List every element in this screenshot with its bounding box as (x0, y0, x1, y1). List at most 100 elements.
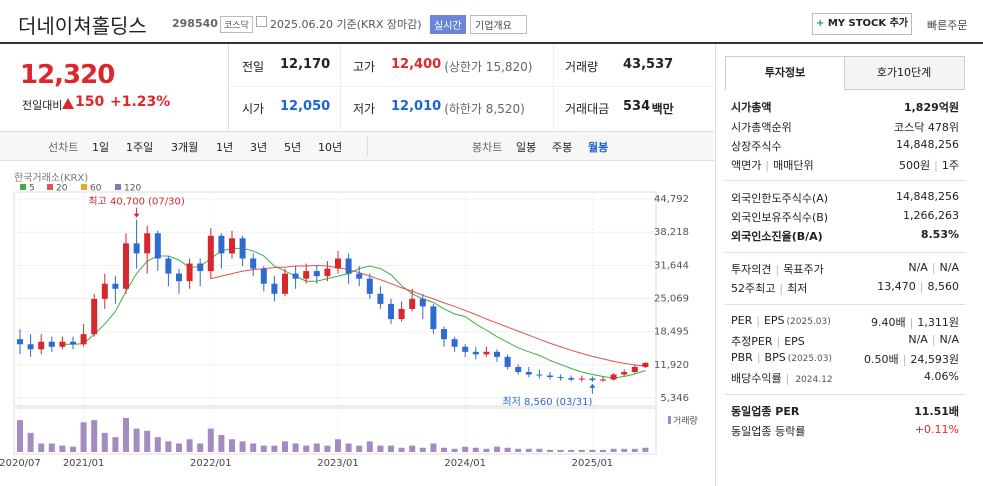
candle-body (176, 273, 182, 282)
label-part: 52주최고 (731, 282, 776, 295)
info-value: N/A | N/A (908, 261, 959, 277)
candle-body (472, 351, 479, 355)
label-part: PER (731, 314, 753, 327)
period-tab[interactable]: 10년 (318, 141, 343, 154)
volume-bar (91, 420, 98, 452)
candle-body (631, 366, 638, 372)
info-value: N/A | N/A (908, 333, 959, 349)
separator: | (765, 159, 770, 172)
value-part: N/A (939, 333, 959, 346)
info-value: 1,829억원 (904, 99, 959, 115)
calendar-icon (256, 16, 267, 27)
period-tab[interactable]: 월봉 (588, 141, 609, 154)
label-part: 매매단위 (773, 159, 814, 172)
period-tab[interactable]: 주봉 (552, 141, 573, 154)
info-label: 외국인소진율(B/A) (731, 228, 823, 244)
candle-body (112, 283, 119, 289)
info-value: 4.06% (924, 370, 959, 386)
info-row: 추정PER | EPS N/A | N/A (731, 333, 959, 349)
candle-body (504, 356, 511, 367)
volume-bar (38, 443, 45, 452)
quote-value: 43,537 (623, 57, 674, 72)
volume-bar (17, 420, 23, 452)
info-row: 동일업종 PER 11.51배 (731, 403, 959, 419)
volume-bar (419, 447, 426, 452)
info-row: 52주최고 | 최저 13,470 | 8,560 (731, 280, 959, 296)
candle-body (91, 298, 98, 335)
divider (340, 44, 341, 130)
volume-label: 거래량 (673, 415, 698, 427)
candle-body (494, 351, 500, 357)
tab[interactable]: 호가10단계 (876, 66, 932, 79)
period-tab[interactable]: 3개월 (171, 141, 199, 154)
value-part: 11.51배 (914, 405, 959, 418)
volume-bar (101, 432, 108, 452)
mystock-button[interactable]: + MY STOCK 추가 (812, 13, 912, 35)
quick-order[interactable]: 빠른주문 (927, 19, 968, 32)
quote-unit: 백만 (651, 102, 674, 116)
x-tick-label: 2022/01 (190, 458, 232, 469)
quote-value: 534 (623, 99, 651, 114)
volume-bar (441, 447, 447, 452)
overview-button[interactable]: 기업개요 (470, 15, 527, 34)
realtime-badge[interactable]: 실시간 (430, 15, 466, 34)
candle-body (197, 263, 204, 272)
legend-label: 5 (29, 184, 35, 194)
info-row: PER | EPS (2025.03) 9.40배 | 1,311원 (731, 314, 959, 330)
candle-body (356, 273, 363, 279)
tab-active[interactable]: 투자정보 (726, 57, 845, 90)
candle-body (377, 293, 384, 304)
volume-bar (59, 445, 66, 452)
period-tab[interactable]: 5년 (284, 141, 302, 154)
value-part: 24,593원 (910, 353, 959, 366)
period-tab[interactable]: 1년 (216, 141, 234, 154)
volume-bar (112, 437, 119, 452)
divider (553, 44, 554, 130)
candle-body (589, 378, 596, 381)
info-label: 52주최고 | 최저 (731, 280, 807, 296)
label-note: (2025.03) (787, 354, 832, 364)
volume-bar (610, 448, 617, 452)
volume-bar (557, 449, 564, 452)
value-part: 14,848,256 (896, 190, 959, 203)
ma-line (210, 265, 646, 367)
volume-bar (472, 447, 479, 452)
candle-body (547, 375, 553, 378)
info-row: 동일업종 등락률 +0.11% (731, 423, 959, 439)
period-tab[interactable]: 일봉 (516, 141, 537, 154)
info-value: 13,470 | 8,560 (877, 280, 959, 296)
volume-bar (70, 446, 76, 452)
info-label: 동일업종 PER (731, 403, 799, 419)
period-tab[interactable]: 1일 (92, 141, 110, 154)
value-part: 1주 (941, 159, 959, 172)
arrow-head (589, 383, 596, 388)
value-part: 0.50배 (864, 353, 899, 366)
period-tab[interactable]: 3년 (250, 141, 268, 154)
volume-bar (239, 441, 246, 452)
quote-label: 전일 (242, 60, 265, 74)
volume-bar (600, 449, 606, 452)
info-value: 14,848,256 (896, 138, 959, 154)
volume-bar (335, 439, 341, 452)
tab-label: 봉차트 (472, 141, 503, 154)
quote-value: 12,050 (280, 99, 331, 114)
separator: | (902, 353, 907, 366)
volume-bar (123, 418, 129, 452)
volume-bar (292, 443, 299, 452)
period-tab[interactable]: 1주일 (126, 141, 154, 154)
candle-body (600, 379, 606, 381)
x-tick-label: 2020/07 (0, 458, 41, 469)
value-part: +0.11% (914, 423, 959, 436)
candle-body (260, 268, 267, 284)
info-label: 외국인보유주식수(B) (731, 209, 828, 225)
candle-body (525, 371, 532, 375)
volume-bar (451, 448, 458, 452)
quote-value: 12,400 (391, 57, 442, 72)
label-part: 외국인소진율(B/A) (731, 230, 823, 243)
y-tick-label: 31,644 (654, 260, 689, 271)
label-part: BPS (764, 351, 786, 364)
info-label: 배당수익률 | 2024.12 (731, 370, 833, 386)
label-part: 동일업종 PER (731, 405, 800, 418)
candle-body (451, 339, 458, 347)
volume-bar (186, 439, 193, 452)
